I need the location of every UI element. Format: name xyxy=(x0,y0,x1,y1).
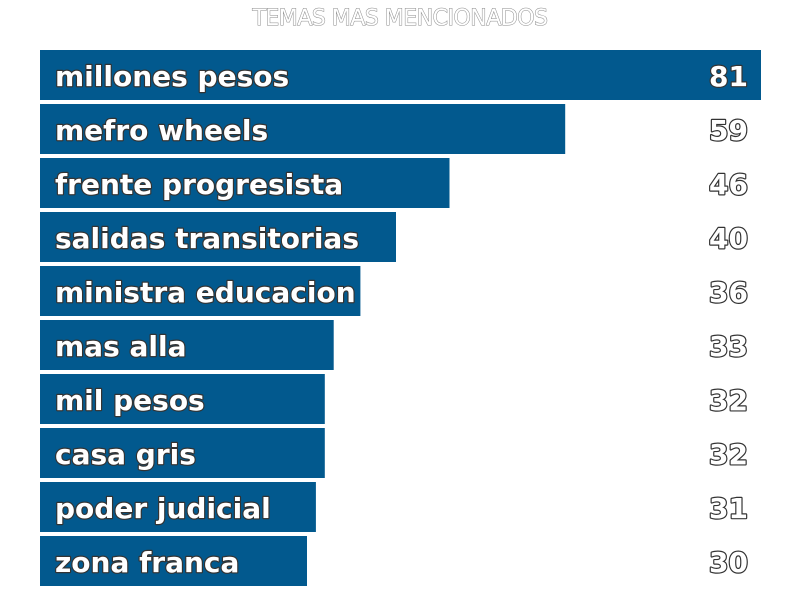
bar-label: mas alla xyxy=(55,330,186,363)
bar-row: millones pesos 81 xyxy=(40,50,761,100)
bar-row: frente progresista 46 xyxy=(40,158,749,208)
bar xyxy=(40,374,325,424)
chart-title: TEMAS MAS MENCIONADOS xyxy=(252,6,549,32)
bar xyxy=(40,320,334,370)
bar xyxy=(40,158,450,208)
bar-value-label: 40 xyxy=(709,222,748,255)
bar-label: mefro wheels xyxy=(55,114,268,147)
bar-label: casa gris xyxy=(55,438,196,471)
bar-value-label: 81 xyxy=(709,60,748,93)
bar-value-label: 36 xyxy=(709,276,748,309)
bar-row: mas alla 33 xyxy=(40,320,749,370)
bar-value-label: 33 xyxy=(709,330,748,363)
bar-row: poder judicial 31 xyxy=(40,482,749,532)
bar xyxy=(40,266,361,316)
bar-row: mil pesos 32 xyxy=(40,374,749,424)
bar-row: salidas transitorias 40 xyxy=(40,212,749,262)
bar xyxy=(40,104,566,154)
bar-label: millones pesos xyxy=(55,60,289,93)
bar xyxy=(40,482,316,532)
bar-row: ministra educacion 36 xyxy=(40,266,749,316)
bar-label: frente progresista xyxy=(55,168,343,201)
bar xyxy=(40,50,761,100)
bar-label: ministra educacion xyxy=(55,276,356,309)
bar-value-label: 32 xyxy=(709,438,748,471)
bar-value-label: 59 xyxy=(709,114,748,147)
bar xyxy=(40,428,325,478)
bar-value-label: 31 xyxy=(709,492,748,525)
bar-label: poder judicial xyxy=(55,492,271,525)
bar xyxy=(40,212,396,262)
bar-value-label: 32 xyxy=(709,384,748,417)
bar-row: casa gris 32 xyxy=(40,428,749,478)
bar-label: mil pesos xyxy=(55,384,205,417)
bar-value-label: 46 xyxy=(709,168,748,201)
bar-value-label: 30 xyxy=(709,546,748,579)
bar-row: zona franca 30 xyxy=(40,536,749,586)
bar-label: salidas transitorias xyxy=(55,222,359,255)
bar xyxy=(40,536,307,586)
bar-row: mefro wheels 59 xyxy=(40,104,749,154)
bar-label: zona franca xyxy=(55,546,239,579)
